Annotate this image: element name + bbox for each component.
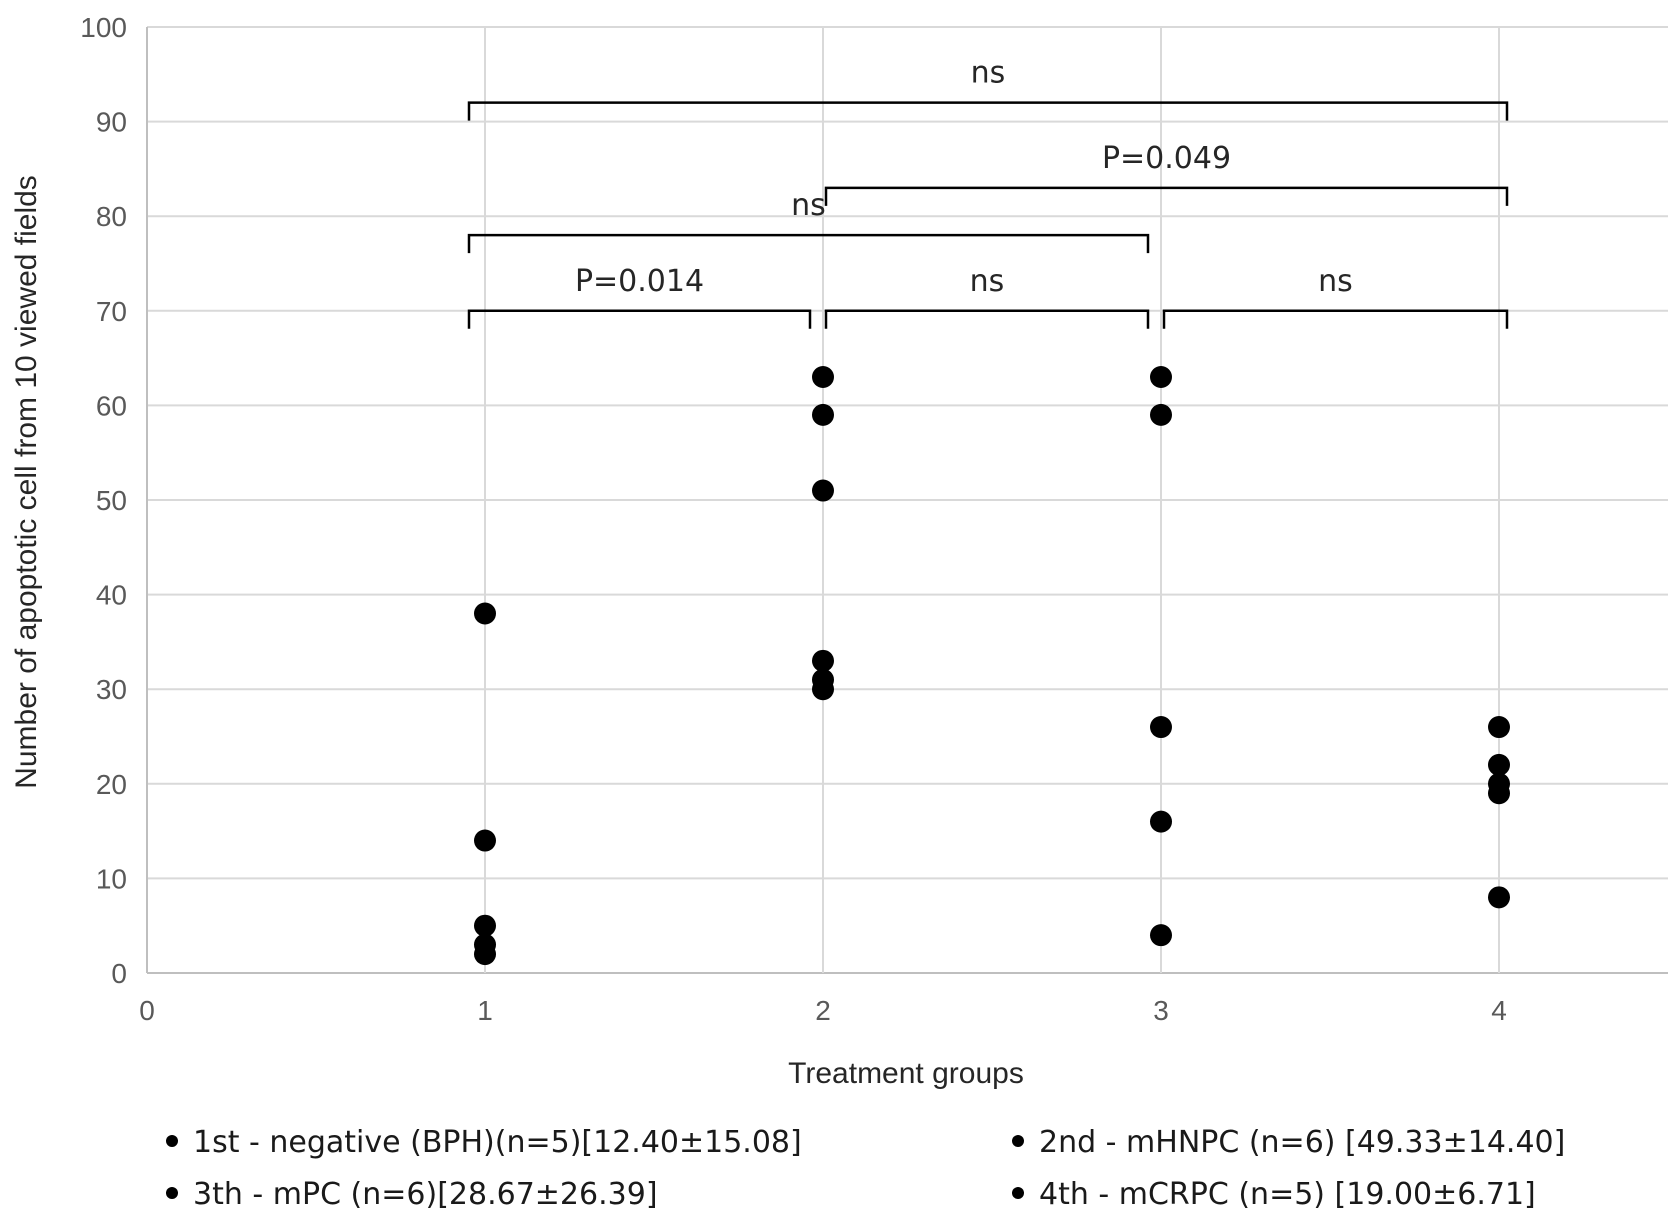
y-tick-label: 90 xyxy=(96,107,127,138)
data-point xyxy=(1488,886,1510,909)
data-point xyxy=(1150,716,1172,739)
y-tick-label: 100 xyxy=(80,12,127,43)
grid-lines xyxy=(146,26,1668,974)
legend-item-3: 3th - mPC (n=6)[28.67±26.39] xyxy=(193,1177,658,1212)
legend-item-4: 4th - mCRPC (n=5) [19.00±6.71] xyxy=(1039,1177,1536,1212)
significance-label: ns xyxy=(970,264,1005,299)
y-tick-label: 50 xyxy=(96,485,127,516)
x-tick-label: 3 xyxy=(1153,995,1169,1026)
data-point xyxy=(1488,716,1510,739)
y-axis-label: Number of apoptotic cell from 10 viewed … xyxy=(10,175,43,789)
legend-marker xyxy=(166,1135,178,1147)
significance-bracket xyxy=(467,101,1509,121)
y-tick-label: 10 xyxy=(96,863,127,894)
data-point xyxy=(1150,924,1172,947)
legend-item-2: 2nd - mHNPC (n=6) [49.33±14.40] xyxy=(1039,1125,1565,1160)
significance-label: ns xyxy=(791,188,826,223)
significance-bracket xyxy=(467,309,812,329)
y-tick-label: 60 xyxy=(96,390,127,421)
data-point xyxy=(474,829,496,852)
legend: 1st - negative (BPH)(n=5)[12.40±15.08] 2… xyxy=(166,1125,1565,1212)
y-tick-label: 70 xyxy=(96,296,127,327)
data-point xyxy=(474,943,496,966)
data-point xyxy=(812,678,834,701)
significance-label: P=0.014 xyxy=(575,264,704,299)
data-point xyxy=(1150,366,1172,389)
data-point xyxy=(1488,753,1510,776)
y-tick-label: 20 xyxy=(96,769,127,800)
data-point xyxy=(474,914,496,937)
x-axis-label: Treatment groups xyxy=(788,1057,1024,1090)
y-tick-label: 30 xyxy=(96,674,127,705)
data-point xyxy=(812,649,834,672)
data-point xyxy=(1150,810,1172,833)
x-axis-ticks: 0 1 2 3 4 xyxy=(139,995,1507,1026)
x-tick-label: 2 xyxy=(815,995,831,1026)
significance-bracket xyxy=(467,233,1150,254)
x-tick-label: 4 xyxy=(1491,995,1507,1026)
data-point xyxy=(812,403,834,426)
y-tick-label: 0 xyxy=(111,958,127,989)
significance-label: ns xyxy=(1318,264,1353,299)
y-axis-ticks: 0 10 20 30 40 50 60 70 80 90 100 xyxy=(80,12,127,989)
significance-bracket xyxy=(824,309,1150,329)
x-tick-label: 0 xyxy=(139,995,155,1026)
legend-marker xyxy=(1012,1135,1024,1147)
data-point xyxy=(1150,403,1172,426)
data-point xyxy=(812,366,834,389)
significance-brackets: ns P=0.049 ns P=0.014 ns ns xyxy=(467,56,1509,329)
legend-marker xyxy=(166,1187,178,1199)
significance-bracket xyxy=(824,186,1509,206)
data-point xyxy=(474,602,496,625)
significance-label: ns xyxy=(971,56,1006,91)
y-tick-label: 40 xyxy=(96,580,127,611)
data-points xyxy=(474,366,1510,966)
data-point xyxy=(1488,782,1510,805)
legend-item-1: 1st - negative (BPH)(n=5)[12.40±15.08] xyxy=(193,1125,802,1160)
legend-marker xyxy=(1012,1187,1024,1199)
y-tick-label: 80 xyxy=(96,201,127,232)
significance-bracket xyxy=(1162,309,1509,329)
data-point xyxy=(812,479,834,502)
significance-label: P=0.049 xyxy=(1102,141,1231,176)
x-tick-label: 1 xyxy=(477,995,493,1026)
